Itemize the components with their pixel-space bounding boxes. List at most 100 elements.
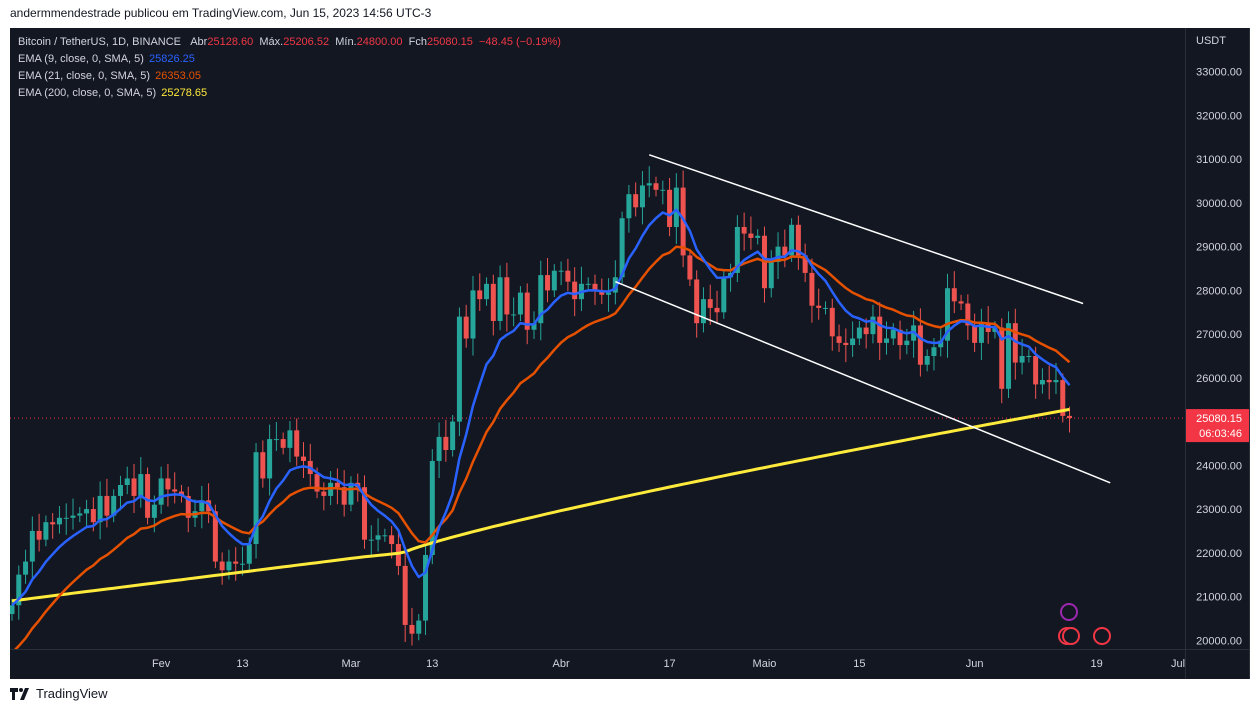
candle-body: [904, 340, 910, 346]
candle-body: [497, 277, 503, 322]
candle-body: [951, 288, 957, 302]
legend-low: 24800.00: [356, 36, 403, 48]
price-tick-label: 31000.00: [1196, 154, 1242, 166]
candle-body: [619, 218, 625, 278]
candle-body: [755, 235, 761, 238]
legend-symbol[interactable]: Bitcoin / TetherUS, 1D, BINANCE: [18, 36, 182, 48]
time-tick-label: 13: [426, 658, 438, 670]
candle-body: [592, 283, 598, 291]
candle-body: [321, 491, 327, 496]
price-chart-svg[interactable]: USDT 33000.00 32000.00 31000.00 30000.00 2900…: [10, 28, 1249, 679]
legend-ema200-row[interactable]: EMA (200, close, 0, SMA, 5) 25278.65: [18, 85, 561, 102]
legend-high: 25206.52: [283, 36, 330, 48]
us-flag-event-icon: [1093, 627, 1111, 645]
candle-body: [429, 460, 435, 555]
candle-body: [856, 327, 862, 339]
candle-body: [802, 255, 808, 273]
candle-body: [829, 307, 835, 337]
candle-body: [470, 290, 476, 339]
candle-body: [531, 323, 537, 330]
candle-body: [97, 495, 103, 523]
candle-body: [260, 452, 266, 479]
current-price-label: 25080.15: [1196, 413, 1242, 425]
candle-body: [667, 189, 673, 227]
candle-body: [1026, 355, 1032, 357]
candle-body: [877, 316, 883, 343]
candle-body: [1033, 355, 1039, 385]
price-tick-label: 23000.00: [1196, 504, 1242, 516]
candle-body: [84, 509, 90, 514]
candle-body: [504, 277, 510, 315]
candle-body: [287, 430, 293, 448]
candle-body: [16, 574, 22, 606]
candle-body: [368, 539, 374, 541]
candle-body: [992, 327, 998, 332]
candle-body: [423, 554, 429, 621]
candle-body: [124, 478, 130, 486]
time-tick-label: Abr: [553, 658, 570, 670]
price-tick-label: 26000.00: [1196, 373, 1242, 385]
chart-pane[interactable]: USDT 33000.00 32000.00 31000.00 30000.00 2900…: [10, 28, 1250, 679]
candle-body: [111, 495, 117, 516]
candle-body: [850, 338, 856, 346]
time-tick-label: 15: [853, 658, 865, 670]
legend-low-label: Mín.: [335, 36, 357, 48]
legend-ema21-row[interactable]: EMA (21, close, 0, SMA, 5) 26353.05: [18, 68, 561, 85]
legend-close-label: Fch: [408, 36, 427, 48]
legend-ema9-row[interactable]: EMA (9, close, 0, SMA, 5) 25826.25: [18, 51, 561, 68]
candle-body: [680, 187, 686, 256]
candle-body: [768, 261, 774, 289]
candle-body: [1053, 380, 1059, 383]
tradingview-brand[interactable]: TradingView: [10, 686, 108, 701]
candle-body: [884, 338, 889, 343]
publisher-caption: andermmendestrade publicou em TradingVie…: [10, 6, 432, 20]
ema9-line: [11, 208, 1071, 607]
candle-body: [572, 281, 578, 300]
candle-body: [1019, 355, 1025, 363]
candle-body: [301, 456, 306, 461]
candle-body: [172, 489, 178, 492]
legend-ema9-label: EMA (9, close, 0, SMA, 5): [18, 53, 144, 65]
candle-body: [782, 246, 788, 256]
candle-body: [23, 561, 29, 575]
candle-body: [511, 314, 517, 316]
candle-countdown-label: 06:03:46: [1199, 428, 1242, 440]
candle-body: [890, 329, 896, 339]
candle-body: [280, 439, 286, 448]
legend-ema21-value: 26353.05: [155, 70, 202, 82]
candle-body: [822, 307, 828, 309]
candle-body: [158, 478, 164, 505]
price-tick-label: 32000.00: [1196, 110, 1242, 122]
us-flag-event-icon: [1062, 627, 1080, 645]
candle-body: [639, 185, 645, 208]
ema200-line: [11, 407, 1070, 603]
candle-body: [938, 340, 944, 348]
candle-body: [484, 283, 490, 300]
candle-body: [606, 292, 612, 295]
candle-body: [273, 439, 279, 441]
candle-body: [185, 495, 191, 518]
trend-channel-upper-line: [648, 154, 1084, 305]
price-tick-label: 24000.00: [1196, 460, 1242, 472]
candle-body: [145, 474, 151, 518]
plot-area[interactable]: [10, 154, 1185, 653]
candle-body: [443, 436, 449, 451]
candle-body: [626, 194, 632, 219]
tradingview-logo-icon: [10, 687, 30, 700]
candle-body: [138, 474, 144, 496]
candle-body: [450, 421, 456, 451]
candle-body: [538, 275, 544, 324]
candle-body: [1039, 380, 1045, 385]
candle-body: [239, 563, 245, 565]
candle-body: [436, 436, 442, 461]
candle-body: [56, 517, 62, 525]
candle-body: [694, 279, 700, 324]
candle-body: [707, 299, 713, 308]
candle-body: [748, 233, 754, 238]
candle-body: [389, 535, 395, 545]
candle-body: [490, 283, 496, 322]
candle-body: [63, 517, 69, 519]
candle-body: [741, 226, 747, 234]
candle-body: [151, 504, 157, 518]
candle-body: [978, 323, 984, 343]
